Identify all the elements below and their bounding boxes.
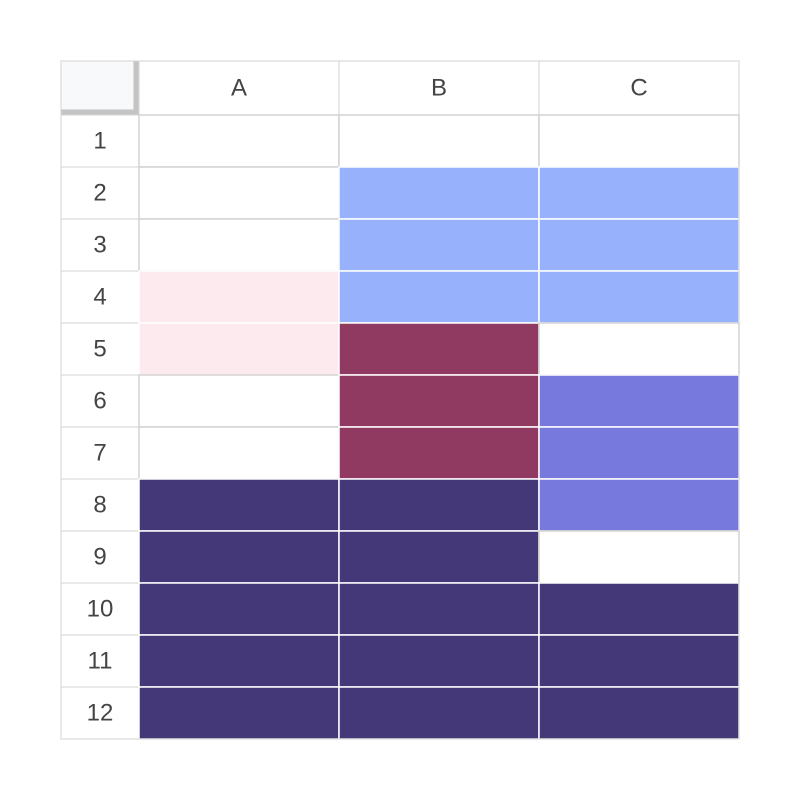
corner-cell <box>60 60 140 116</box>
row-label: 7 <box>93 439 106 466</box>
row-header <box>60 634 140 688</box>
cell <box>538 426 740 480</box>
row-label: 11 <box>88 647 113 674</box>
column-label: A <box>231 74 247 101</box>
cell <box>338 634 540 688</box>
cell <box>538 478 740 532</box>
cell <box>538 218 740 272</box>
row-header <box>60 270 140 324</box>
sheet-border <box>60 60 740 740</box>
cell <box>538 114 740 168</box>
column-label: C <box>630 74 647 101</box>
row-label: 12 <box>87 699 114 726</box>
row-header <box>60 582 140 636</box>
cell <box>138 322 340 376</box>
column-header <box>538 60 740 116</box>
cell <box>538 530 740 584</box>
column-header <box>138 60 340 116</box>
row-label: 8 <box>93 491 106 518</box>
row-label: 1 <box>93 127 106 154</box>
row-header <box>60 218 140 272</box>
cell <box>338 322 540 376</box>
cell <box>138 374 340 428</box>
row-label: 2 <box>93 179 106 206</box>
row-label: 9 <box>93 543 106 570</box>
cell <box>538 270 740 324</box>
cell <box>338 582 540 636</box>
row-header <box>60 426 140 480</box>
cell <box>138 426 340 480</box>
row-label: 6 <box>93 387 106 414</box>
cell <box>338 478 540 532</box>
cell <box>538 634 740 688</box>
cell <box>338 218 540 272</box>
cell <box>138 530 340 584</box>
cell <box>138 114 340 168</box>
cell <box>538 166 740 220</box>
cell <box>338 374 540 428</box>
row-label: 4 <box>93 283 106 310</box>
row-header <box>60 478 140 532</box>
cell <box>138 478 340 532</box>
cell <box>138 686 340 740</box>
row-label: 3 <box>93 231 106 258</box>
cell <box>338 166 540 220</box>
cell <box>338 114 540 168</box>
cell <box>538 374 740 428</box>
cell <box>338 270 540 324</box>
cell <box>538 686 740 740</box>
row-header <box>60 686 140 740</box>
row-label: 5 <box>93 335 106 362</box>
row-header <box>60 530 140 584</box>
cell <box>338 426 540 480</box>
cell <box>538 322 740 376</box>
cell <box>138 634 340 688</box>
cell <box>138 166 340 220</box>
column-label: B <box>431 74 447 101</box>
cell <box>338 530 540 584</box>
cell <box>138 270 340 324</box>
cell <box>138 218 340 272</box>
cell <box>138 582 340 636</box>
row-label: 10 <box>87 595 114 622</box>
cell <box>338 686 540 740</box>
cell <box>538 582 740 636</box>
